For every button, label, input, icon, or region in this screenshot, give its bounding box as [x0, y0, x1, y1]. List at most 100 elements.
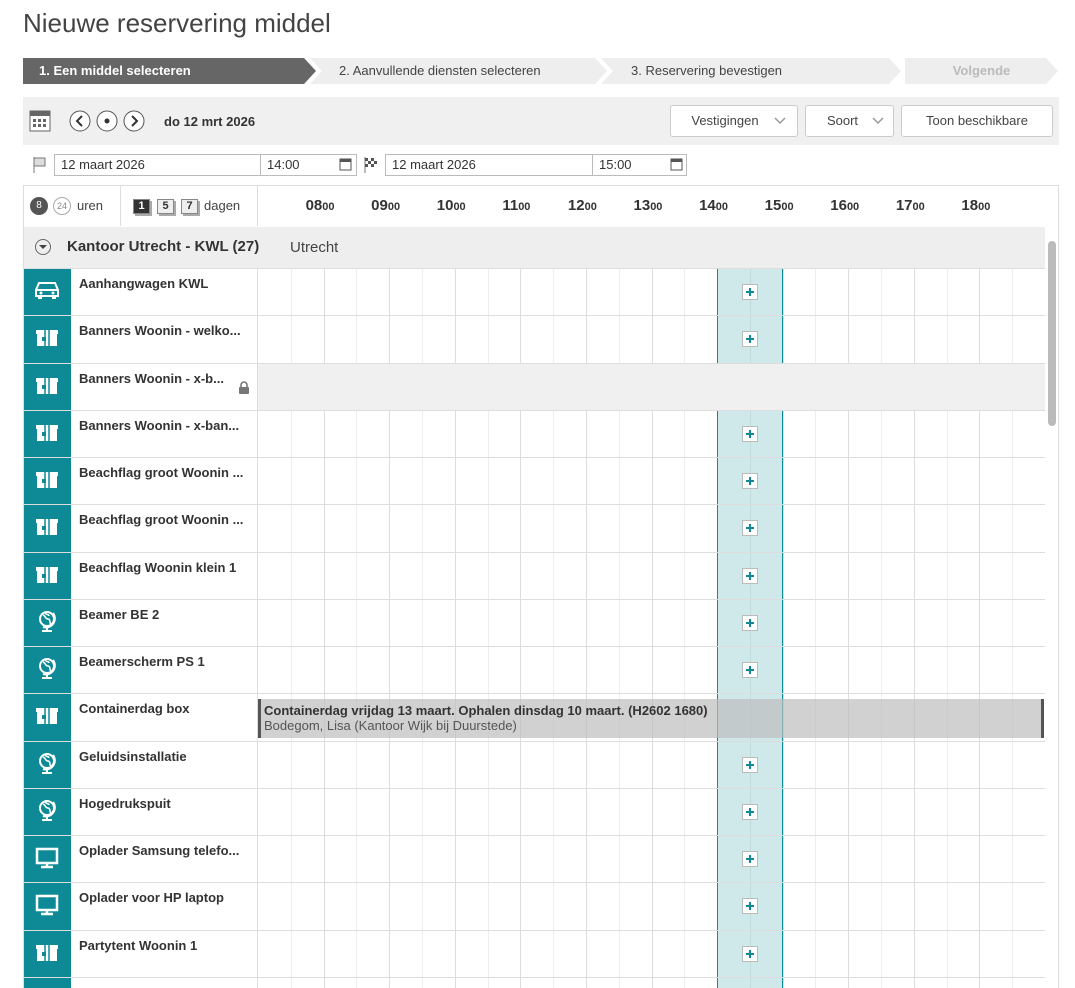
chevron [774, 117, 884, 125]
plus [745, 855, 754, 863]
resource-name[interactable]: Beamer BE 2 [79, 606, 160, 622]
icon-globe [39, 610, 56, 632]
hour: 12 [567, 197, 585, 214]
plus [745, 949, 754, 958]
nav-buttons[interactable] [69, 110, 149, 132]
name-divider [257, 552, 258, 600]
add-button[interactable] [741, 614, 758, 631]
hour-label: uren [77, 198, 104, 213]
filter-button[interactable]: Vestigingen [670, 105, 798, 137]
add-button[interactable] [741, 473, 758, 489]
resource-name[interactable]: Banners Woonin - welko... [79, 323, 241, 339]
row-disabled [258, 363, 1045, 410]
icon-box [36, 566, 58, 583]
resource-name[interactable]: Banners Woonin - x-ban... [79, 417, 240, 433]
minutes: 00 [322, 201, 335, 213]
row-line [24, 504, 1045, 506]
add-button[interactable] [741, 756, 758, 773]
resource-icon [24, 363, 71, 410]
dropdown-arrows [774, 117, 884, 125]
next-day-button[interactable] [123, 110, 145, 132]
calendar-icon[interactable] [29, 110, 51, 132]
add-button[interactable] [741, 898, 758, 915]
resource-icon [24, 883, 71, 930]
resource-name[interactable]: Beachflag Woonin klein 1 [79, 559, 237, 575]
name-divider [257, 599, 258, 647]
name-divider [257, 788, 258, 836]
resource-name[interactable]: Hogedrukspuit [79, 795, 171, 811]
minutes: 00 [846, 201, 860, 213]
minutes: 00 [650, 201, 663, 213]
scrollbar-thumb[interactable] [1048, 241, 1056, 426]
icon-monitor [35, 895, 59, 916]
prev-button[interactable] [69, 110, 91, 132]
add-button[interactable] [741, 945, 758, 962]
next-button[interactable]: Volgende [905, 58, 1058, 84]
start-time-input[interactable]: 14:00 [260, 154, 357, 176]
icon-globe [39, 799, 56, 821]
resource-name[interactable]: Containerdag box [79, 701, 190, 717]
add-button[interactable] [741, 284, 758, 300]
day-option[interactable]: 7 [181, 199, 198, 214]
plus-shape [745, 855, 754, 863]
resource-name[interactable]: Beachflag groot Woonin ... [79, 465, 244, 480]
plus [745, 429, 754, 438]
add-button[interactable] [741, 520, 758, 537]
icon-shape [35, 895, 59, 916]
resource-name[interactable]: Aanhangwagen KWL [79, 276, 209, 291]
row-line [24, 835, 1045, 836]
resource-name[interactable]: Partytent Woonin 1 [79, 937, 198, 953]
resource-name[interactable]: Beamerscherm PS 1 [79, 654, 205, 669]
reservation[interactable]: Containerdag vrijdag 13 maart. Ophalen d… [258, 699, 1044, 739]
icon-box [36, 708, 58, 725]
row-line [24, 646, 1045, 647]
resource-name[interactable]: Oplader Samsung telefo... [79, 843, 240, 858]
flag-check [365, 158, 377, 167]
name-divider [257, 316, 258, 364]
name-divider [257, 930, 258, 978]
lock-body [239, 386, 249, 394]
name-divider [257, 458, 258, 506]
resource-icon [24, 836, 71, 883]
end-date-input[interactable]: 12 maart 2026 [385, 154, 593, 176]
row-line [24, 740, 1045, 742]
row-line [24, 409, 1045, 411]
start-date-input[interactable]: 12 maart 2026 [54, 154, 261, 176]
collapse-button[interactable] [35, 239, 51, 255]
add-button[interactable] [741, 567, 758, 584]
end-time-input[interactable]: 15:00 [592, 154, 687, 176]
minutes: 00 [781, 201, 794, 213]
plus [745, 477, 754, 485]
group-name: Kantoor Utrecht - KWL (27) [67, 238, 260, 255]
step[interactable]: 3. Reservering bevestigen [601, 58, 901, 84]
add-button[interactable] [741, 803, 758, 820]
resource-name[interactable]: Geluidsinstallatie [79, 748, 187, 764]
hour-option[interactable]: 24 [53, 197, 71, 215]
add-button[interactable] [741, 851, 758, 867]
hour-option[interactable]: 8 [30, 197, 48, 215]
half-hour-line [421, 269, 423, 988]
day-option[interactable]: 1 [133, 199, 150, 214]
hour-line [848, 269, 850, 988]
resource-name[interactable]: Beachflag groot Woonin ... [79, 512, 244, 528]
resource-name[interactable]: Oplader voor HP laptop [79, 890, 224, 906]
icon-globe [39, 752, 56, 774]
lock [239, 380, 249, 394]
hour-label: 1700 [896, 197, 925, 214]
hour-label: 1400 [699, 197, 728, 214]
step[interactable]: 1. Een middel selecteren [23, 58, 316, 84]
day-option[interactable]: 5 [157, 199, 174, 214]
time-pickers [339, 158, 683, 171]
hour-line [651, 269, 653, 988]
add-button[interactable] [741, 331, 758, 348]
picker-bar [671, 159, 682, 162]
row-line [24, 457, 1045, 458]
plus [745, 666, 754, 674]
show-available-button[interactable]: Toon beschikbare [901, 105, 1053, 137]
minutes: 00 [453, 201, 466, 213]
resource-name[interactable]: Banners Woonin - x-b... [79, 370, 224, 386]
add-button[interactable] [741, 425, 758, 442]
day-label: dagen [204, 198, 241, 213]
step[interactable]: 2. Aanvullende diensten selecteren [310, 58, 607, 84]
add-button[interactable] [741, 662, 758, 678]
